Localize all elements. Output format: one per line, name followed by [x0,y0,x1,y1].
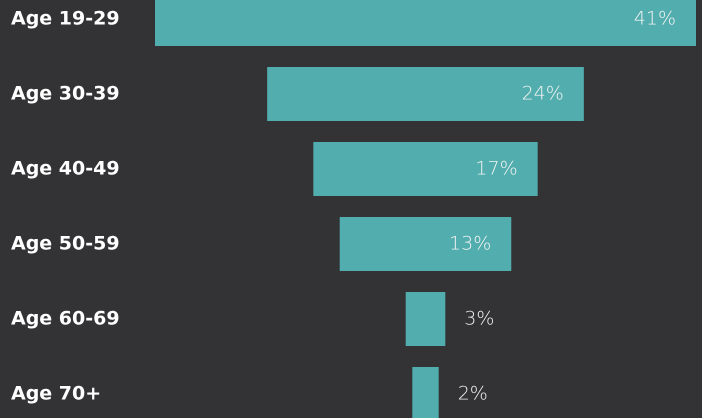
category-label: Age 50-59 [11,233,120,255]
category-label: Age 19-29 [11,8,120,30]
value-label: 24% [522,83,564,105]
bar [405,292,446,346]
category-label: Age 30-39 [11,83,120,105]
category-label: Age 40-49 [11,158,120,180]
bar [155,0,696,46]
bar [313,142,538,196]
value-label: 13% [449,233,491,255]
bar [412,367,439,418]
value-label: 3% [464,308,494,330]
value-label: 2% [458,383,488,405]
category-label: Age 60-69 [11,308,120,330]
value-label: 41% [634,8,676,30]
category-label: Age 70+ [11,383,101,405]
value-label: 17% [475,158,517,180]
bar [267,67,584,121]
bar [339,217,512,271]
